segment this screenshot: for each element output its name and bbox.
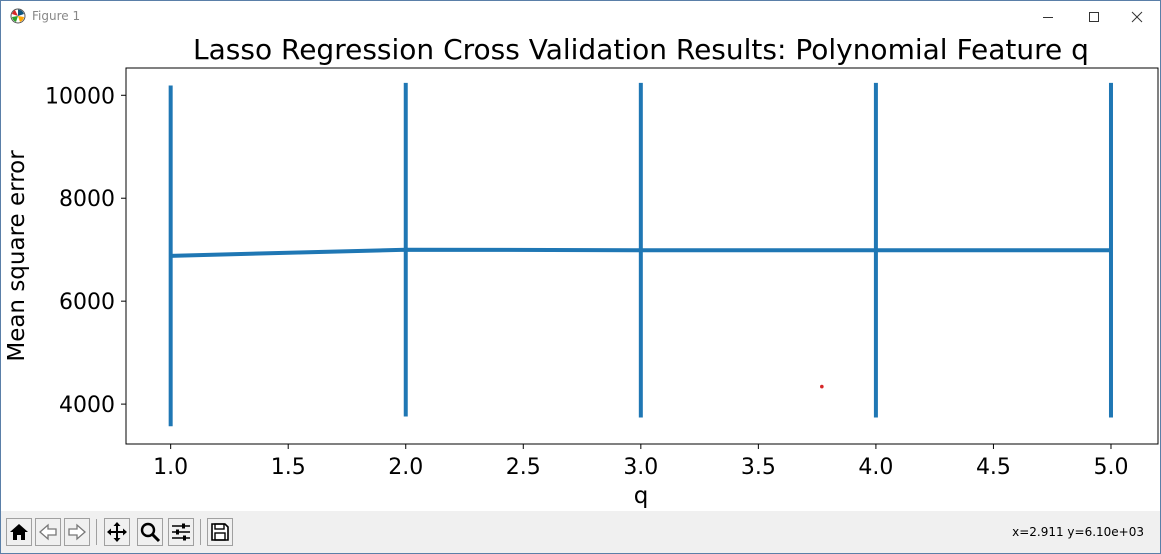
y-tick-label: 8000 [59, 187, 115, 212]
y-axis: 4000 6000 8000 10000 [45, 84, 126, 418]
x-tick-label: 4.0 [858, 455, 893, 480]
home-button[interactable] [6, 518, 32, 546]
save-button[interactable] [207, 518, 233, 546]
matplotlib-icon [10, 8, 26, 24]
close-icon [1131, 11, 1143, 22]
x-tick-label: 1.5 [271, 455, 306, 480]
x-axis-label: q [634, 483, 649, 509]
title-bar[interactable]: Figure 1 [1, 1, 1160, 32]
x-tick-label: 2.0 [388, 455, 423, 480]
x-axis: 1.0 1.5 2.0 2.5 3.0 3.5 4.0 4.5 5.0 [153, 444, 1128, 480]
x-tick-label: 2.5 [506, 455, 541, 480]
y-axis-label: Mean square error [4, 150, 30, 362]
series-layer [168, 82, 1113, 427]
navigation-toolbar: x=2.911 y=6.10e+03 [1, 511, 1160, 553]
chart-title: Lasso Regression Cross Validation Result… [193, 33, 1089, 66]
pan-button[interactable] [104, 518, 130, 546]
x-tick-label: 3.0 [623, 455, 658, 480]
y-tick-label: 6000 [59, 290, 115, 315]
toolbar-separator [200, 519, 201, 545]
close-button[interactable] [1114, 1, 1160, 32]
home-icon [10, 524, 28, 540]
configure-subplots-button[interactable] [168, 518, 194, 546]
plot-canvas[interactable]: Lasso Regression Cross Validation Result… [1, 32, 1160, 511]
zoom-button[interactable] [137, 518, 163, 546]
pan-icon [107, 522, 127, 542]
configure-subplots-icon [172, 523, 190, 541]
zoom-icon [140, 522, 161, 543]
maximize-button[interactable] [1071, 1, 1117, 32]
save-icon [211, 523, 229, 541]
back-icon [39, 523, 57, 541]
x-tick-label: 4.5 [976, 455, 1011, 480]
toolbar-separator [96, 519, 97, 545]
x-tick-label: 1.0 [153, 455, 188, 480]
x-tick-label: 5.0 [1093, 455, 1128, 480]
minimize-button[interactable] [1025, 1, 1071, 32]
series-line [170, 247, 1111, 258]
y-tick-label: 4000 [59, 393, 115, 418]
cursor-coordinates: x=2.911 y=6.10e+03 [1012, 525, 1144, 539]
forward-icon [68, 523, 86, 541]
maximize-icon [1089, 11, 1099, 22]
forward-button[interactable] [64, 518, 90, 546]
back-button[interactable] [35, 518, 61, 546]
window-title: Figure 1 [32, 9, 81, 23]
y-tick-label: 10000 [45, 84, 115, 109]
marker-point [820, 384, 824, 389]
x-tick-label: 3.5 [741, 455, 776, 480]
minimize-icon [1043, 16, 1053, 18]
